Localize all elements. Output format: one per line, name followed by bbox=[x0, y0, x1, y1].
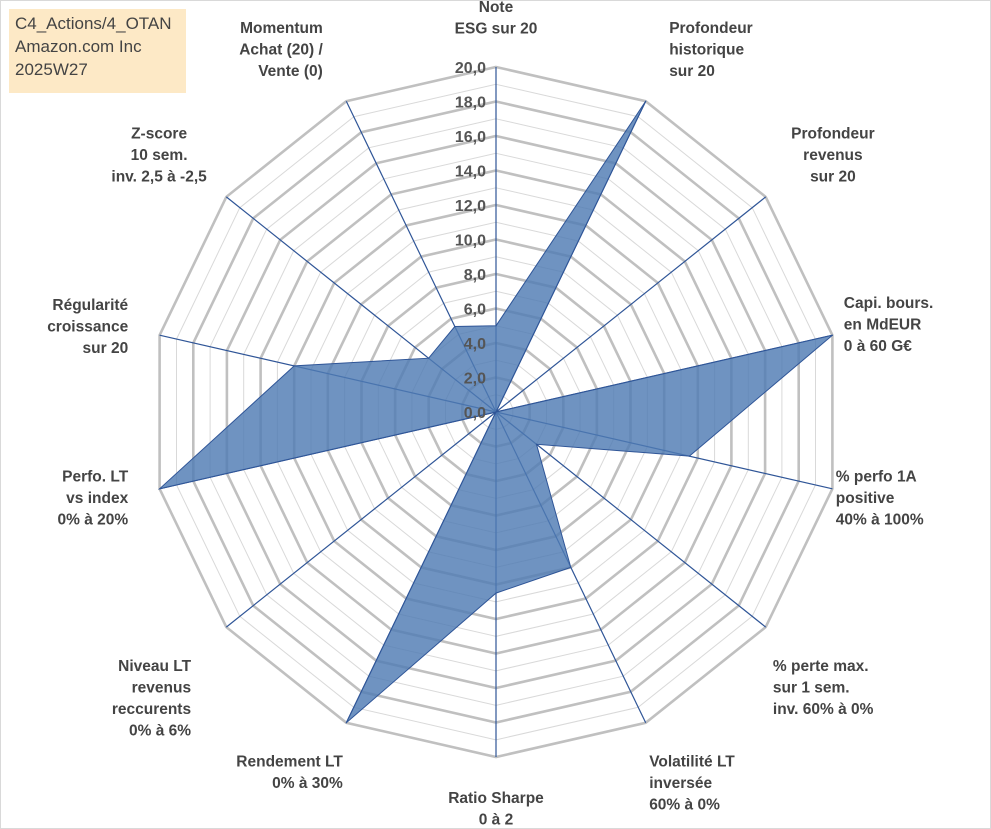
axis-label: Momentum Achat (20) / Vente (0) bbox=[239, 20, 323, 80]
tick-label: 2,0 bbox=[464, 371, 486, 388]
data-point bbox=[495, 325, 497, 327]
axis-label: Régularité croissance sur 20 bbox=[47, 297, 128, 357]
axis-label: Rendement LT 0% à 30% bbox=[236, 754, 343, 793]
axis-spoke bbox=[225, 411, 497, 628]
axis-spoke bbox=[495, 196, 767, 413]
data-point bbox=[454, 325, 456, 328]
axis-label: Capi. bours. en MdEUR 0 à 60 G€ bbox=[844, 295, 934, 355]
axis-label: Profondeur historique sur 20 bbox=[669, 20, 753, 80]
data-point bbox=[535, 443, 538, 445]
axis-label: Z-score 10 sem. inv. 2,5 à -2,5 bbox=[111, 126, 207, 186]
tick-label: 4,0 bbox=[464, 336, 486, 353]
data-point bbox=[688, 455, 691, 457]
axis-label: % perte max. sur 1 sem. inv. 60% à 0% bbox=[773, 658, 874, 718]
axis-label: Note ESG sur 20 bbox=[455, 0, 538, 38]
data-point bbox=[831, 334, 834, 336]
axis-spoke bbox=[495, 411, 767, 628]
data-point bbox=[159, 488, 161, 490]
tick-label: 6,0 bbox=[464, 302, 486, 319]
info-line-week: 2025W27 bbox=[15, 60, 88, 79]
radar-series bbox=[157, 100, 834, 724]
tick-label: 8,0 bbox=[464, 267, 486, 284]
axis-label: Ratio Sharpe 0 à 2 bbox=[448, 790, 544, 829]
data-point bbox=[428, 357, 430, 359]
data-point bbox=[570, 566, 572, 569]
info-line-company: Amazon.com Inc bbox=[15, 37, 142, 56]
tick-label: 20,0 bbox=[455, 60, 486, 77]
tick-label: 12,0 bbox=[455, 198, 486, 215]
data-point bbox=[345, 722, 347, 724]
tick-label: 18,0 bbox=[455, 95, 486, 112]
data-point bbox=[293, 365, 295, 367]
radar-tick-labels: 0,0 2,0 4,0 6,0 8,0 10,0 12,0 14,0 16,0 18,0 20,0 bbox=[455, 60, 486, 422]
radar-axis-labels: Note ESG sur 20 Profondeur historique sur 20… bbox=[47, 0, 933, 829]
axis-label: Profondeur revenus sur 20 bbox=[791, 126, 875, 186]
info-box: C4_Actions/4_OTAN Amazon.com Inc 2025W27 bbox=[9, 9, 186, 93]
info-line-portfolio: C4_Actions/4_OTAN bbox=[15, 14, 172, 33]
tick-label: 14,0 bbox=[455, 164, 486, 181]
data-point bbox=[645, 100, 647, 102]
tick-label: 10,0 bbox=[455, 233, 486, 250]
data-point bbox=[495, 411, 497, 413]
axis-label: Niveau LT revenus reccurents 0% à 6% bbox=[112, 658, 192, 740]
axis-label: Perfo. LT vs index 0% à 20% bbox=[58, 468, 129, 528]
axis-label: Volatilité LT inversée 60% à 0% bbox=[649, 754, 735, 814]
axis-label: % perfo 1A positive 40% à 100% bbox=[836, 468, 924, 528]
tick-label: 0,0 bbox=[464, 405, 486, 422]
tick-label: 16,0 bbox=[455, 129, 486, 146]
data-point bbox=[495, 592, 497, 594]
